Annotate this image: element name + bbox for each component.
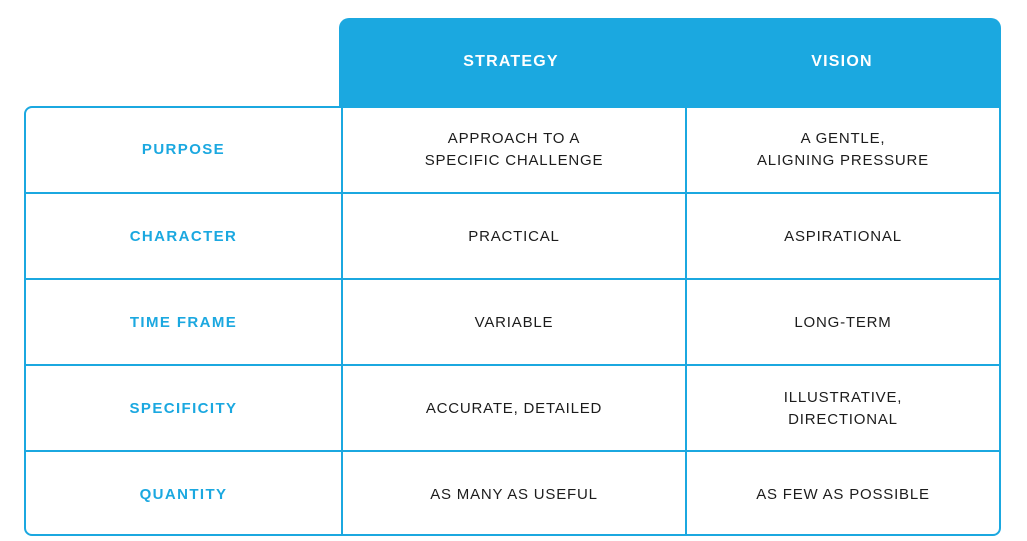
column-header-vision: VISION: [811, 53, 873, 70]
row-label: TIME FRAME: [129, 314, 238, 331]
strategy-cell: AS MANY AS USEFUL: [341, 452, 685, 534]
row-label: SPECIFICITY: [129, 400, 238, 417]
row-label: PURPOSE: [141, 141, 226, 158]
strategy-cell: APPROACH TO A SPECIFIC CHALLENGE: [341, 108, 685, 192]
table-row: CHARACTER PRACTICAL ASPIRATIONAL: [26, 192, 999, 280]
table-body: PURPOSE APPROACH TO A SPECIFIC CHALLENGE…: [24, 106, 1001, 536]
strategy-cell: PRACTICAL: [341, 194, 685, 280]
column-header-strategy: STRATEGY: [463, 53, 559, 70]
vision-cell: A GENTLE, ALIGNING PRESSURE: [685, 108, 999, 192]
vision-cell: LONG-TERM: [685, 280, 999, 366]
vision-cell: AS FEW AS POSSIBLE: [685, 452, 999, 534]
table-header: STRATEGY VISION: [339, 18, 1001, 106]
row-label: CHARACTER: [129, 228, 238, 245]
row-label: QUANTITY: [139, 486, 228, 503]
table-row: QUANTITY AS MANY AS USEFUL AS FEW AS POS…: [26, 450, 999, 534]
comparison-table: STRATEGY VISION PURPOSE APPROACH TO A SP…: [24, 18, 1001, 536]
strategy-cell: ACCURATE, DETAILED: [341, 366, 685, 452]
table-row: SPECIFICITY ACCURATE, DETAILED ILLUSTRAT…: [26, 364, 999, 452]
table-row: TIME FRAME VARIABLE LONG-TERM: [26, 278, 999, 366]
table-row: PURPOSE APPROACH TO A SPECIFIC CHALLENGE…: [26, 108, 999, 192]
strategy-cell: VARIABLE: [341, 280, 685, 366]
vision-cell: ILLUSTRATIVE, DIRECTIONAL: [685, 366, 999, 452]
vision-cell: ASPIRATIONAL: [685, 194, 999, 280]
